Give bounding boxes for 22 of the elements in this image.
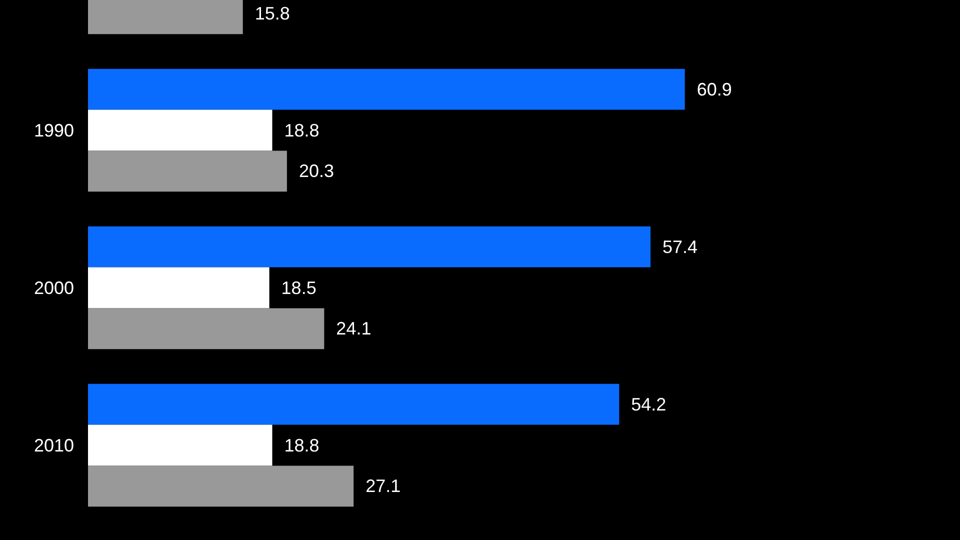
y-tick-label: 2000 <box>34 278 74 298</box>
data-label: 27.1 <box>366 476 401 496</box>
data-label: 24.1 <box>336 318 372 339</box>
data-label: 57.4 <box>662 236 698 257</box>
bar <box>88 424 272 466</box>
bar <box>88 110 272 151</box>
bar <box>88 308 324 350</box>
bar <box>88 466 354 507</box>
bar <box>88 226 651 268</box>
data-label: 18.8 <box>284 435 320 456</box>
bar <box>88 150 287 192</box>
data-label: 60.9 <box>696 79 732 100</box>
data-label: 18.8 <box>284 120 320 140</box>
data-label: 18.5 <box>281 278 316 298</box>
data-label: 20.3 <box>298 161 334 182</box>
y-tick-label: 2010 <box>34 435 74 456</box>
bar <box>88 68 685 110</box>
bar <box>88 267 270 308</box>
data-label: 15.8 <box>254 4 290 24</box>
bar <box>88 384 620 425</box>
data-label: 54.2 <box>631 394 666 414</box>
y-tick-label: 1990 <box>34 120 74 140</box>
